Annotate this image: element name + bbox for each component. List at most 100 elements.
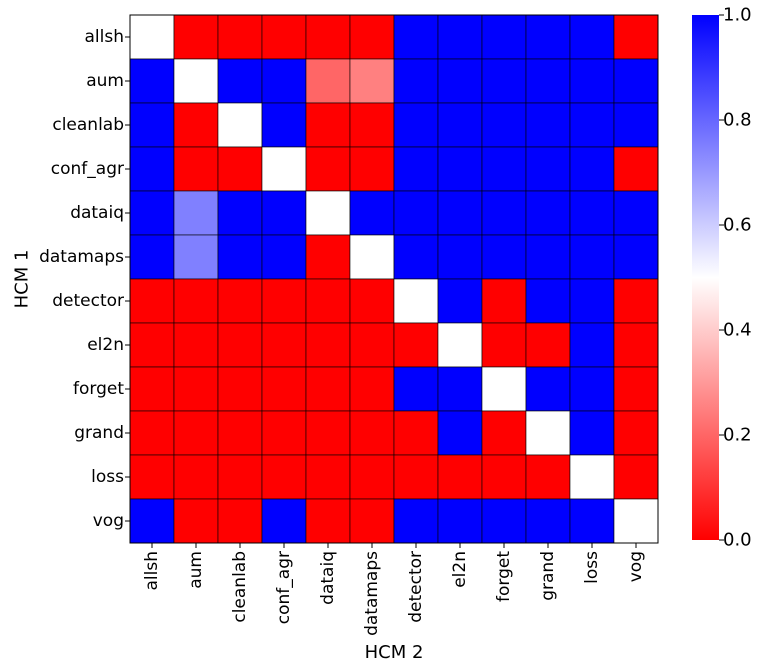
- heatmap-cell-dataiq-datamaps: [349, 190, 395, 236]
- y-tick-label: vog: [93, 511, 124, 531]
- x-tick-label: detector: [406, 551, 426, 623]
- heatmap-cell-conf_agr-conf_agr: [261, 146, 307, 192]
- heatmap-cell-grand-forget: [481, 410, 527, 456]
- heatmap-cell-datamaps-datamaps: [349, 234, 395, 280]
- heatmap-cell-datamaps-conf_agr: [261, 234, 307, 280]
- heatmap-cell-allsh-datamaps: [349, 14, 395, 60]
- heatmap-cell-el2n-vog: [613, 322, 659, 368]
- heatmap-cell-cleanlab-dataiq: [305, 102, 351, 148]
- heatmap-cell-grand-conf_agr: [261, 410, 307, 456]
- heatmap-cell-loss-forget: [481, 454, 527, 500]
- y-tick-label: aum: [86, 71, 124, 91]
- heatmap-cell-cleanlab-forget: [481, 102, 527, 148]
- x-tick-label: el2n: [450, 551, 470, 588]
- x-tick-label: datamaps: [362, 551, 382, 636]
- heatmap-cell-forget-vog: [613, 366, 659, 412]
- colorbar-ticks: 0.0 0.2 0.4 0.6 0.8 1.0: [719, 5, 752, 551]
- heatmap-cell-cleanlab-loss: [569, 102, 615, 148]
- heatmap-cell-conf_agr-dataiq: [305, 146, 351, 192]
- heatmap-cell-detector-el2n: [437, 278, 483, 324]
- heatmap-cell-grand-loss: [569, 410, 615, 456]
- heatmap-cell-el2n-conf_agr: [261, 322, 307, 368]
- heatmap-cell-allsh-allsh: [129, 14, 175, 60]
- heatmap-cell-datamaps-allsh: [129, 234, 175, 280]
- heatmap-cell-forget-dataiq: [305, 366, 351, 412]
- heatmap-cell-conf_agr-grand: [525, 146, 571, 192]
- heatmap-cell-grand-el2n: [437, 410, 483, 456]
- heatmap-cell-loss-cleanlab: [217, 454, 263, 500]
- heatmap-cell-datamaps-aum: [173, 234, 219, 280]
- heatmap-cell-loss-dataiq: [305, 454, 351, 500]
- heatmap-cell-dataiq-forget: [481, 190, 527, 236]
- heatmap-cell-cleanlab-aum: [173, 102, 219, 148]
- heatmap-cell-allsh-aum: [173, 14, 219, 60]
- heatmap-cell-allsh-conf_agr: [261, 14, 307, 60]
- heatmap-cell-allsh-vog: [613, 14, 659, 60]
- y-tick-label: datamaps: [39, 247, 124, 267]
- heatmap-cell-aum-grand: [525, 58, 571, 104]
- colorbar-tick-label: 0.4: [723, 320, 752, 341]
- y-tick-label: cleanlab: [52, 115, 124, 135]
- colorbar-tick-label: 0.2: [723, 425, 752, 446]
- colorbar-tick-label: 1.0: [723, 5, 752, 26]
- heatmap-cell-el2n-dataiq: [305, 322, 351, 368]
- heatmap-cell-allsh-grand: [525, 14, 571, 60]
- y-tick-label: loss: [91, 467, 124, 487]
- x-tick-label: conf_agr: [274, 551, 294, 624]
- heatmap-cell-cleanlab-conf_agr: [261, 102, 307, 148]
- heatmap-cell-forget-loss: [569, 366, 615, 412]
- heatmap-cell-dataiq-dataiq: [305, 190, 351, 236]
- heatmap-cell-loss-allsh: [129, 454, 175, 500]
- heatmap-cell-vog-datamaps: [349, 498, 395, 544]
- colorbar-gradient: [692, 15, 719, 540]
- heatmap-cell-vog-el2n: [437, 498, 483, 544]
- heatmap-cell-datamaps-el2n: [437, 234, 483, 280]
- heatmap-cell-datamaps-loss: [569, 234, 615, 280]
- heatmap-cell-cleanlab-cleanlab: [217, 102, 263, 148]
- heatmap-cell-detector-aum: [173, 278, 219, 324]
- heatmap-cell-cleanlab-vog: [613, 102, 659, 148]
- heatmap-cell-vog-forget: [481, 498, 527, 544]
- heatmap-cell-grand-aum: [173, 410, 219, 456]
- x-tick-labels: allsh aum cleanlab conf_agr dataiq datamaps de…: [142, 543, 646, 636]
- heatmap-cell-datamaps-vog: [613, 234, 659, 280]
- heatmap-cell-allsh-dataiq: [305, 14, 351, 60]
- heatmap-cell-dataiq-aum: [173, 190, 219, 236]
- heatmap-cell-cleanlab-allsh: [129, 102, 175, 148]
- heatmap-cell-forget-detector: [393, 366, 439, 412]
- heatmap-cell-forget-aum: [173, 366, 219, 412]
- colorbar-tick-label: 0.0: [723, 530, 752, 551]
- heatmap-cell-conf_agr-vog: [613, 146, 659, 192]
- y-tick-label: detector: [52, 291, 124, 311]
- colorbar: 0.0 0.2 0.4 0.6 0.8 1.0: [692, 5, 752, 551]
- heatmap-cell-conf_agr-cleanlab: [217, 146, 263, 192]
- heatmap-cell-conf_agr-el2n: [437, 146, 483, 192]
- heatmap-cell-cleanlab-grand: [525, 102, 571, 148]
- heatmap-cell-cleanlab-detector: [393, 102, 439, 148]
- heatmap-cell-dataiq-detector: [393, 190, 439, 236]
- x-tick-label: grand: [538, 551, 558, 601]
- heatmap-cell-grand-dataiq: [305, 410, 351, 456]
- heatmap-cell-detector-vog: [613, 278, 659, 324]
- heatmap-cell-detector-allsh: [129, 278, 175, 324]
- heatmap-cell-datamaps-dataiq: [305, 234, 351, 280]
- heatmap-cell-allsh-cleanlab: [217, 14, 263, 60]
- heatmap-cell-datamaps-grand: [525, 234, 571, 280]
- heatmap-cell-dataiq-conf_agr: [261, 190, 307, 236]
- heatmap-cell-el2n-grand: [525, 322, 571, 368]
- heatmap-cell-dataiq-el2n: [437, 190, 483, 236]
- heatmap-cell-grand-vog: [613, 410, 659, 456]
- heatmap-cell-datamaps-forget: [481, 234, 527, 280]
- heatmap-cell-cleanlab-el2n: [437, 102, 483, 148]
- heatmap-cell-el2n-el2n: [437, 322, 483, 368]
- heatmap-cell-vog-grand: [525, 498, 571, 544]
- heatmap-cell-conf_agr-loss: [569, 146, 615, 192]
- x-tick-label: vog: [626, 551, 646, 582]
- heatmap-cell-detector-detector: [393, 278, 439, 324]
- heatmap-cell-forget-cleanlab: [217, 366, 263, 412]
- plot-frame: [129, 14, 659, 544]
- heatmap-cell-loss-datamaps: [349, 454, 395, 500]
- heatmap-cell-aum-detector: [393, 58, 439, 104]
